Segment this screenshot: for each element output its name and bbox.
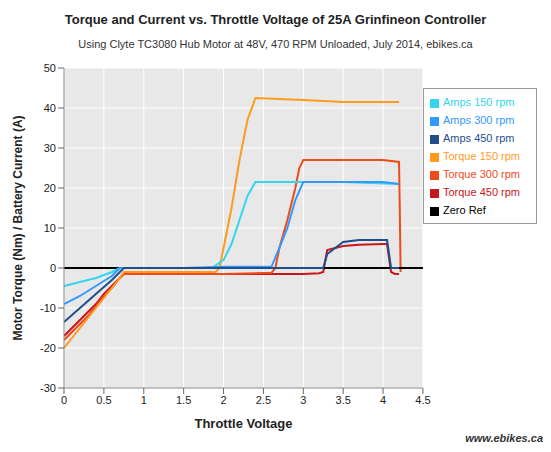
svg-text:Motor Torque (Nm) / Battery Cu: Motor Torque (Nm) / Battery Current (A) xyxy=(11,115,25,340)
html-text:www.ebikes.ca: www.ebikes.ca xyxy=(465,432,543,444)
svg-text:-10: -10 xyxy=(40,302,56,314)
html-text:Torque and Current vs. Throttl: Torque and Current vs. Throttle Voltage … xyxy=(64,12,487,27)
svg-text:0.5: 0.5 xyxy=(96,394,111,406)
svg-text:-30: -30 xyxy=(40,382,56,394)
svg-text:50: 50 xyxy=(44,62,56,74)
html-text:Amps 450 rpm: Amps 450 rpm xyxy=(443,132,515,144)
svg-text:4: 4 xyxy=(380,394,386,406)
svg-text:10: 10 xyxy=(44,222,56,234)
svg-text:20: 20 xyxy=(44,182,56,194)
html-text:Torque 450 rpm: Torque 450 rpm xyxy=(443,186,520,198)
html-text:Zero Ref: Zero Ref xyxy=(443,204,486,216)
svg-text:1: 1 xyxy=(141,394,147,406)
svg-text:0: 0 xyxy=(61,394,67,406)
html-text:Torque 150 rpm: Torque 150 rpm xyxy=(443,150,520,162)
html-text:Amps 300 rpm: Amps 300 rpm xyxy=(443,114,515,126)
html-text:Torque 300 rpm: Torque 300 rpm xyxy=(443,168,520,180)
html-text:Amps 150 rpm: Amps 150 rpm xyxy=(443,96,515,108)
svg-text:2: 2 xyxy=(220,394,226,406)
svg-text:-20: -20 xyxy=(40,342,56,354)
svg-text:40: 40 xyxy=(44,102,56,114)
svg-text:2.5: 2.5 xyxy=(256,394,271,406)
svg-text:3: 3 xyxy=(300,394,306,406)
html-text:Using Clyte TC3080 Hub Motor a: Using Clyte TC3080 Hub Motor at 48V, 470… xyxy=(78,38,473,50)
svg-text:30: 30 xyxy=(44,142,56,154)
svg-text:4.5: 4.5 xyxy=(415,394,430,406)
svg-text:1.5: 1.5 xyxy=(176,394,191,406)
svg-text:0: 0 xyxy=(50,262,56,274)
svg-text:Throttle Voltage: Throttle Voltage xyxy=(194,416,292,431)
svg-text:3.5: 3.5 xyxy=(336,394,351,406)
